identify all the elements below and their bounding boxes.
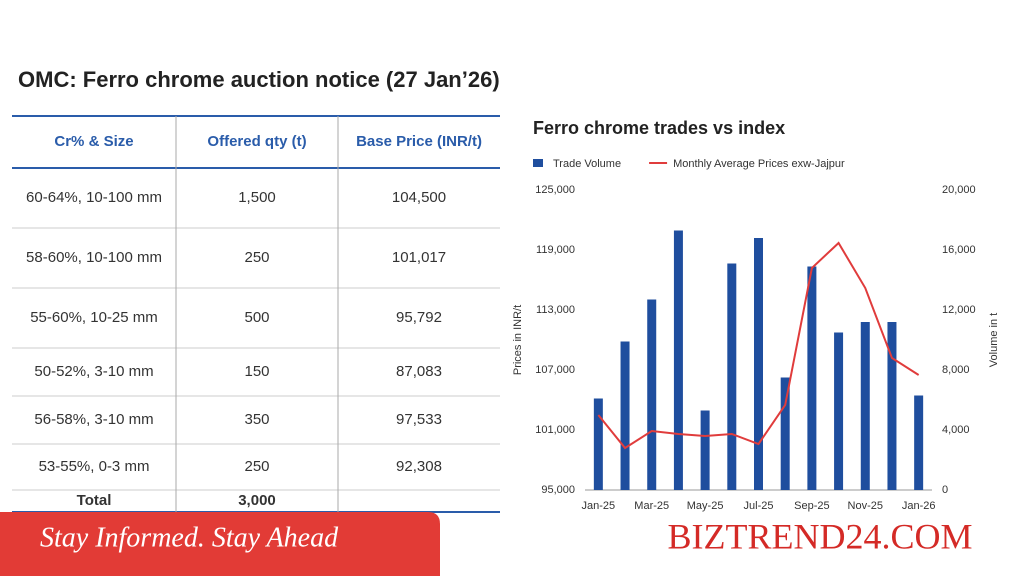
legend-swatch bbox=[533, 159, 543, 167]
y2-tick-label: 0 bbox=[942, 484, 948, 496]
y-tick-label: 101,000 bbox=[535, 424, 575, 436]
column-header: Offered qty (t) bbox=[207, 133, 306, 150]
bar bbox=[727, 263, 737, 490]
y-axis-label: Prices in INR/t bbox=[512, 305, 524, 375]
y2-tick-label: 12,000 bbox=[942, 304, 976, 316]
table-cell: 250 bbox=[244, 249, 269, 266]
x-tick-label: Nov-25 bbox=[848, 500, 883, 512]
y-tick-label: 125,000 bbox=[535, 184, 575, 196]
table-cell: 56-58%, 3-10 mm bbox=[34, 411, 153, 428]
table-cell: 250 bbox=[244, 458, 269, 475]
legend-label: Trade Volume bbox=[553, 158, 621, 170]
tagline-banner bbox=[0, 512, 440, 576]
table-cell: 58-60%, 10-100 mm bbox=[26, 249, 162, 266]
bar bbox=[754, 238, 763, 490]
bar bbox=[807, 266, 817, 490]
table-frame bbox=[12, 116, 500, 512]
bar bbox=[834, 332, 844, 490]
bar bbox=[914, 395, 924, 490]
x-tick-label: Mar-25 bbox=[634, 500, 669, 512]
y2-axis-label: Volume in t bbox=[988, 313, 1000, 367]
table-cell: 95,792 bbox=[396, 309, 442, 326]
page-title: OMC: Ferro chrome auction notice (27 Jan… bbox=[18, 67, 500, 92]
bar bbox=[860, 322, 870, 490]
bar bbox=[620, 341, 630, 490]
y2-tick-label: 8,000 bbox=[942, 364, 970, 376]
table-cell: 1,500 bbox=[238, 189, 276, 206]
table-cell: 87,083 bbox=[396, 363, 442, 380]
x-tick-label: Sep-25 bbox=[794, 500, 829, 512]
legend-label: Monthly Average Prices exw-Jajpur bbox=[673, 158, 845, 170]
bar bbox=[887, 322, 897, 490]
total-cell: Total bbox=[77, 492, 112, 509]
x-tick-label: May-25 bbox=[687, 500, 724, 512]
table-cell: 101,017 bbox=[392, 249, 446, 266]
total-cell: 3,000 bbox=[238, 492, 276, 509]
table-cell: 50-52%, 3-10 mm bbox=[34, 363, 153, 380]
bar bbox=[647, 299, 657, 490]
x-tick-label: Jul-25 bbox=[744, 500, 774, 512]
table-cell: 97,533 bbox=[396, 411, 442, 428]
brand: BIZTREND24.COM bbox=[668, 516, 973, 556]
table-cell: 500 bbox=[244, 309, 269, 326]
x-tick-label: Jan-25 bbox=[582, 500, 616, 512]
y2-tick-label: 4,000 bbox=[942, 424, 970, 436]
auction-table: Cr% & Size Offered qty (t) Base Price (INR… bbox=[12, 115, 500, 513]
bar bbox=[700, 410, 710, 490]
table-cell: 104,500 bbox=[392, 189, 446, 206]
y-tick-label: 107,000 bbox=[535, 364, 575, 376]
table-cell: 92,308 bbox=[396, 458, 442, 475]
x-tick-label: Jan-26 bbox=[902, 500, 936, 512]
y2-tick-label: 20,000 bbox=[942, 184, 976, 196]
table-cell: 150 bbox=[244, 363, 269, 380]
chart-title: Ferro chrome trades vs index bbox=[533, 118, 785, 138]
y-tick-label: 113,000 bbox=[536, 304, 575, 316]
y-tick-label: 119,000 bbox=[536, 244, 575, 256]
y-tick-label: 95,000 bbox=[541, 484, 575, 496]
bar bbox=[780, 377, 790, 490]
bar bbox=[673, 230, 683, 490]
y2-tick-label: 16,000 bbox=[942, 244, 976, 256]
table-cell: 55-60%, 10-25 mm bbox=[30, 309, 158, 326]
table-cell: 60-64%, 10-100 mm bbox=[26, 189, 162, 206]
table-cell: 350 bbox=[244, 411, 269, 428]
chart: 95,000 101,000 107,000 113,000 119,000 125,00… bbox=[512, 158, 1000, 512]
column-header: Cr% & Size bbox=[54, 133, 133, 150]
table-cell: 53-55%, 0-3 mm bbox=[39, 458, 150, 475]
line bbox=[597, 241, 920, 450]
tagline: Stay Informed. Stay Ahead bbox=[40, 522, 339, 553]
bar bbox=[593, 398, 603, 490]
column-header: Base Price (INR/t) bbox=[356, 133, 482, 150]
